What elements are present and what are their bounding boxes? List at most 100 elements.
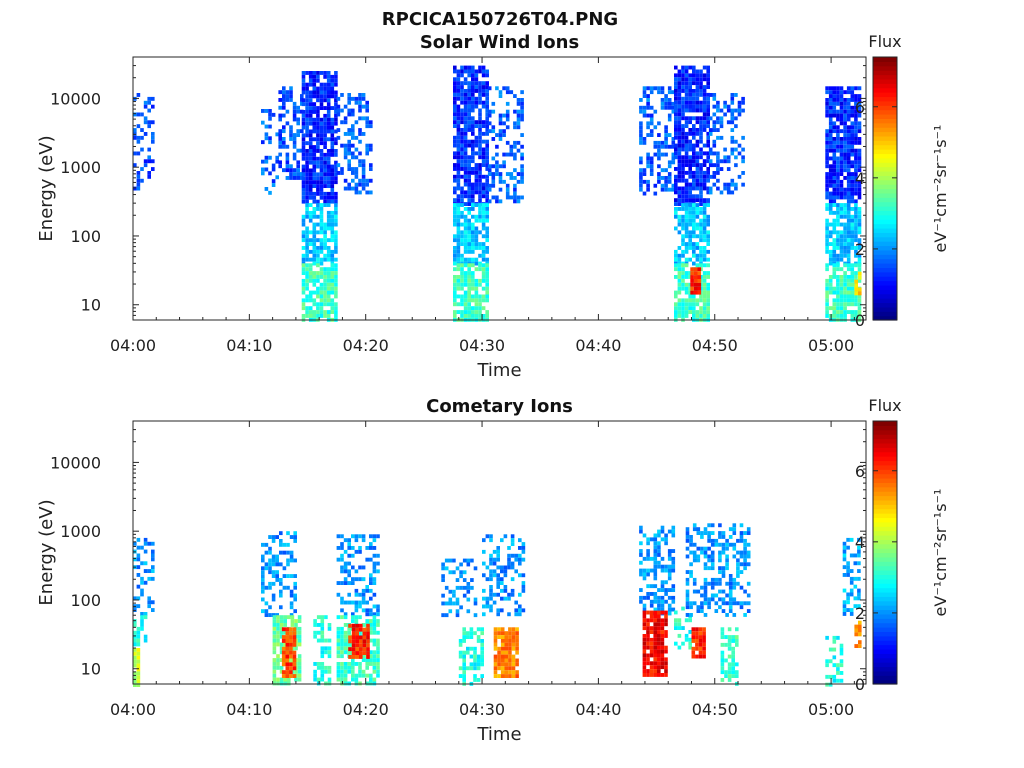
flux-cell [508, 662, 512, 667]
flux-cell [272, 669, 277, 674]
flux-cell [474, 89, 479, 93]
flux-cell [500, 581, 504, 585]
flux-cell [463, 116, 468, 121]
flux-cell [453, 249, 457, 254]
flux-cell [674, 96, 678, 101]
flux-cell [642, 649, 647, 654]
flux-cell [689, 550, 693, 555]
flux-cell [276, 681, 280, 686]
flux-cell [667, 90, 672, 95]
flux-cell [372, 581, 377, 585]
flux-cell [261, 566, 265, 571]
flux-cell [846, 191, 851, 196]
flux-cell [695, 639, 699, 643]
flux-cell [462, 570, 467, 575]
colorbar-title: Flux [868, 32, 901, 51]
flux-cell [478, 278, 482, 283]
flux-cell [854, 226, 858, 231]
flux-cell [842, 588, 847, 593]
flux-cell [653, 634, 657, 638]
flux-cell [372, 565, 377, 570]
flux-cell [319, 207, 324, 211]
flux-cell [718, 589, 722, 594]
flux-cell [832, 655, 837, 660]
flux-cell [320, 646, 325, 651]
flux-cell [305, 310, 309, 314]
flux-cell [832, 160, 837, 165]
flux-cell [839, 643, 844, 648]
flux-cell [453, 210, 457, 215]
flux-cell [688, 190, 692, 195]
flux-cell [839, 306, 844, 311]
flux-cell [485, 194, 489, 199]
flux-cell [492, 569, 497, 574]
flux-cell [674, 128, 678, 132]
flux-cell [660, 588, 665, 592]
flux-cell [301, 145, 306, 149]
flux-cell [496, 549, 500, 554]
flux-cell [500, 662, 505, 667]
flux-cell [858, 271, 862, 276]
flux-cell [323, 203, 327, 207]
flux-cell [151, 557, 155, 562]
flux-cell [343, 565, 348, 570]
flux-cell [850, 267, 855, 272]
flux-cell [842, 557, 847, 562]
flux-cell [489, 573, 493, 578]
colorbar-step [873, 469, 897, 475]
colorbar-step [873, 473, 897, 479]
flux-cell [460, 294, 464, 299]
colorbar-step [873, 210, 897, 216]
flux-cell [319, 298, 324, 303]
flux-cell [497, 650, 501, 655]
flux-cell [688, 65, 692, 70]
flux-cell [714, 609, 719, 613]
flux-cell [453, 65, 457, 70]
flux-cell [649, 626, 654, 631]
flux-cell [467, 218, 471, 223]
flux-cell [689, 574, 693, 578]
flux-cell [323, 294, 327, 299]
flux-cell [727, 674, 732, 678]
flux-cell [685, 570, 690, 574]
flux-cell [702, 73, 707, 78]
flux-cell [702, 278, 707, 283]
flux-cell [743, 531, 747, 535]
flux-cell [305, 188, 309, 192]
flux-cell [681, 147, 685, 152]
flux-cell [136, 683, 141, 687]
flux-cell [301, 214, 306, 219]
flux-cell [674, 253, 678, 258]
flux-cell [649, 603, 654, 608]
flux-cell [500, 666, 505, 671]
flux-cell [487, 129, 492, 134]
flux-cell [674, 108, 678, 113]
flux-cell [133, 655, 137, 660]
flux-cell [473, 662, 477, 667]
flux-cell [463, 278, 468, 283]
flux-cell [143, 561, 148, 566]
y-tick-label: 10000 [50, 89, 101, 108]
flux-cell [692, 527, 697, 532]
flux-cell [460, 302, 464, 307]
flux-cell [502, 152, 506, 157]
flux-cell [688, 92, 692, 97]
flux-cell [674, 178, 678, 183]
flux-cell [639, 183, 643, 188]
flux-cell [696, 589, 701, 594]
flux-cell [653, 553, 658, 557]
flux-cell [681, 253, 685, 258]
flux-cell [271, 570, 276, 575]
flux-cell [505, 109, 510, 114]
flux-cell [478, 178, 482, 183]
colorbar-step [873, 70, 897, 76]
flux-cell [681, 218, 685, 223]
flux-cell [460, 100, 464, 105]
flux-cell [319, 86, 324, 91]
colorbar-step [873, 640, 897, 646]
flux-cell [646, 541, 650, 546]
flux-cell [463, 202, 468, 206]
flux-cell [462, 639, 466, 643]
flux-cell [462, 635, 466, 639]
flux-cell [278, 152, 282, 157]
